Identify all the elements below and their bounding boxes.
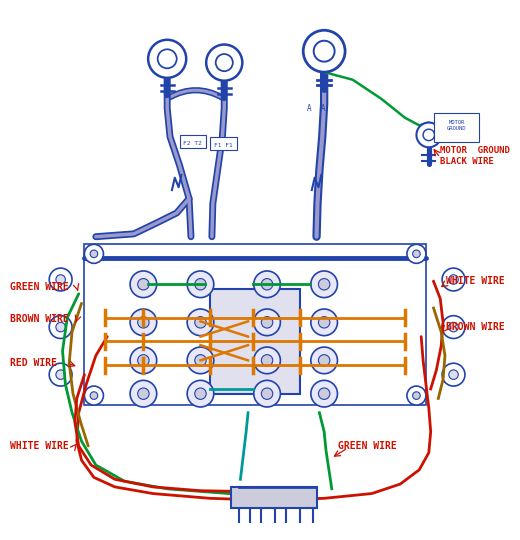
Circle shape	[407, 244, 426, 264]
Circle shape	[90, 250, 98, 258]
Text: WHITE WIRE: WHITE WIRE	[10, 441, 69, 451]
Circle shape	[262, 355, 273, 366]
Circle shape	[262, 388, 273, 400]
Circle shape	[254, 309, 280, 336]
Text: MOTOR
GROUND: MOTOR GROUND	[447, 120, 466, 131]
Circle shape	[187, 380, 214, 407]
Circle shape	[262, 316, 273, 328]
Circle shape	[442, 316, 465, 339]
Bar	[84, 244, 426, 405]
Bar	[231, 487, 317, 508]
Text: F2 T2: F2 T2	[184, 141, 202, 146]
Circle shape	[262, 279, 273, 290]
Circle shape	[187, 271, 214, 298]
Circle shape	[90, 392, 98, 400]
Circle shape	[318, 316, 330, 328]
Text: A  A: A A	[307, 104, 326, 113]
Bar	[210, 137, 237, 150]
Circle shape	[195, 388, 206, 400]
Bar	[434, 113, 479, 141]
Circle shape	[407, 386, 426, 405]
Circle shape	[148, 40, 186, 78]
Circle shape	[56, 322, 66, 332]
Circle shape	[449, 275, 458, 284]
Circle shape	[206, 44, 242, 80]
Circle shape	[130, 380, 157, 407]
Circle shape	[318, 279, 330, 290]
Bar	[77, 237, 434, 413]
Text: F1 F1: F1 F1	[214, 143, 232, 148]
Bar	[41, 251, 81, 399]
Circle shape	[442, 363, 465, 386]
Circle shape	[417, 123, 441, 147]
Circle shape	[49, 316, 72, 339]
Circle shape	[195, 355, 206, 366]
Text: MOTOR  GROUND
BLACK WIRE: MOTOR GROUND BLACK WIRE	[440, 146, 510, 166]
Circle shape	[56, 275, 66, 284]
Circle shape	[138, 388, 149, 400]
Text: BROWN WIRE: BROWN WIRE	[446, 322, 505, 332]
Circle shape	[49, 363, 72, 386]
Circle shape	[449, 322, 458, 332]
Circle shape	[130, 347, 157, 374]
Circle shape	[138, 316, 149, 328]
Circle shape	[84, 386, 103, 405]
Text: BROWN WIRE: BROWN WIRE	[10, 314, 69, 325]
Text: GREEN WIRE: GREEN WIRE	[10, 282, 69, 292]
Circle shape	[303, 30, 345, 72]
Circle shape	[311, 347, 337, 374]
Circle shape	[187, 347, 214, 374]
Bar	[210, 289, 301, 394]
Circle shape	[442, 268, 465, 291]
Bar	[430, 251, 470, 399]
Circle shape	[138, 279, 149, 290]
Circle shape	[413, 250, 420, 258]
Circle shape	[195, 279, 206, 290]
Circle shape	[254, 347, 280, 374]
Circle shape	[449, 370, 458, 380]
Text: RED WIRE: RED WIRE	[10, 358, 57, 368]
Bar	[179, 135, 206, 148]
Text: WHITE WIRE: WHITE WIRE	[446, 276, 505, 286]
Circle shape	[318, 388, 330, 400]
Circle shape	[413, 392, 420, 400]
Text: GREEN WIRE: GREEN WIRE	[339, 441, 397, 451]
Circle shape	[311, 309, 337, 336]
Circle shape	[84, 244, 103, 264]
Circle shape	[195, 316, 206, 328]
Circle shape	[254, 271, 280, 298]
Circle shape	[254, 380, 280, 407]
Circle shape	[311, 380, 337, 407]
Circle shape	[318, 355, 330, 366]
Circle shape	[138, 355, 149, 366]
Circle shape	[130, 271, 157, 298]
Circle shape	[130, 309, 157, 336]
Circle shape	[49, 268, 72, 291]
Circle shape	[56, 370, 66, 380]
Circle shape	[311, 271, 337, 298]
Circle shape	[187, 309, 214, 336]
